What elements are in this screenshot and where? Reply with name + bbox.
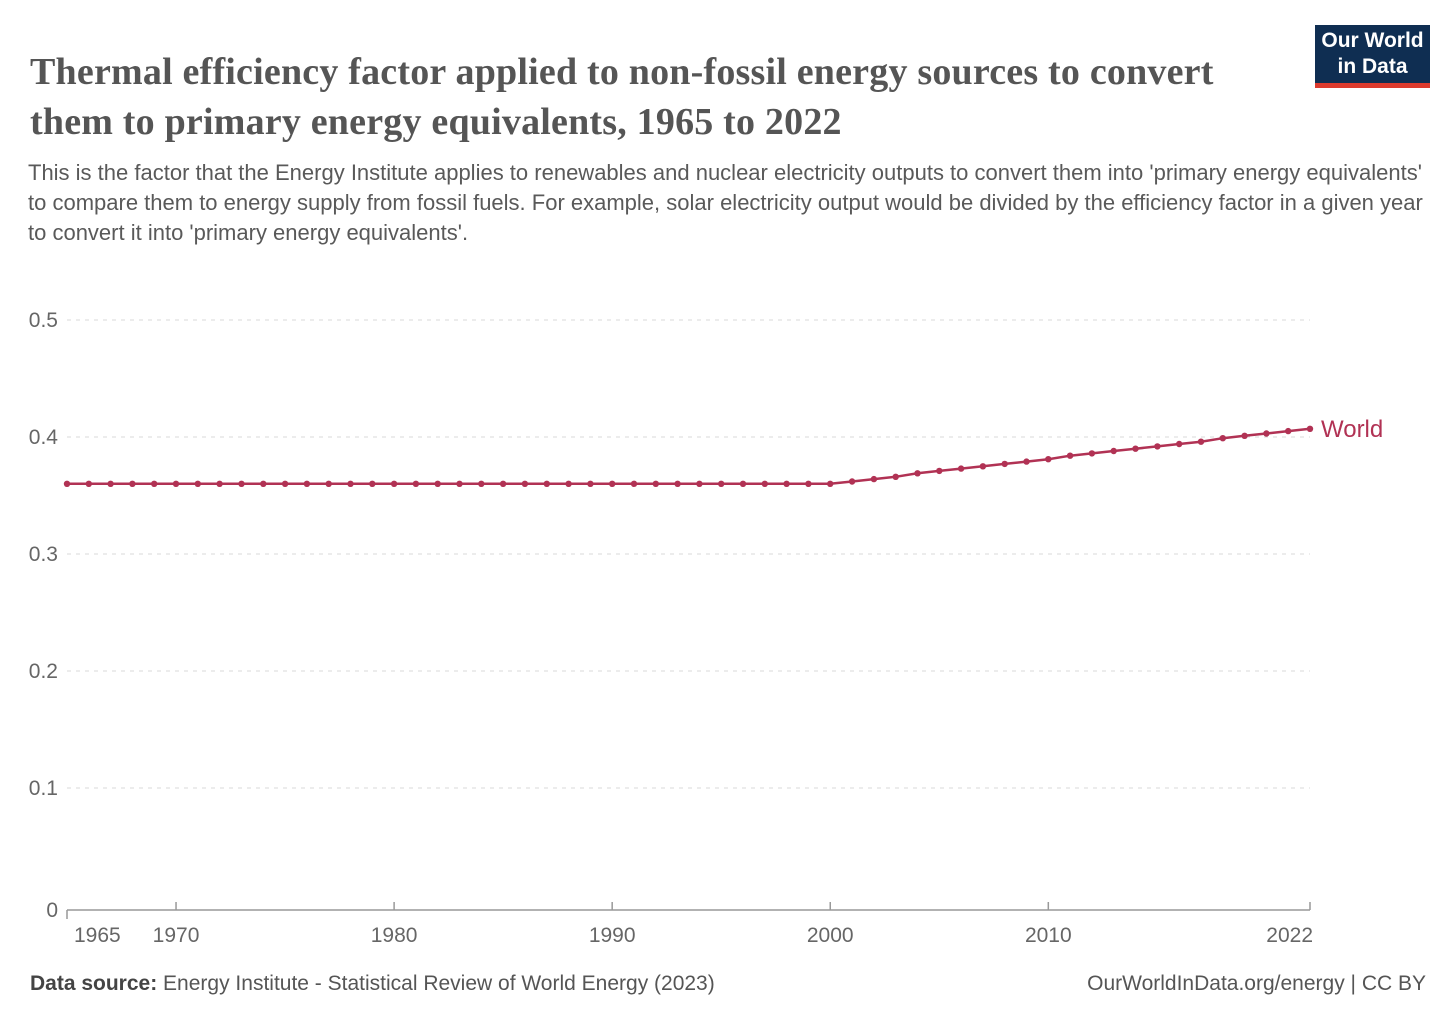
data-point[interactable] (1176, 440, 1183, 448)
data-point[interactable] (238, 480, 245, 487)
data-point[interactable] (1066, 452, 1074, 459)
y-tick-label: 0.5 (29, 309, 58, 332)
data-point[interactable] (172, 480, 180, 487)
data-point[interactable] (1110, 447, 1117, 455)
data-point[interactable] (1132, 445, 1139, 452)
y-tick-label: 0.3 (29, 543, 58, 566)
data-point[interactable] (1088, 450, 1096, 457)
data-point[interactable] (107, 480, 114, 487)
y-tick-label: 0.1 (29, 777, 58, 800)
chart-subtitle: This is the factor that the Energy Insti… (28, 160, 1423, 245)
data-point[interactable] (739, 480, 747, 487)
owid-logo-line1: Our World (1321, 29, 1424, 52)
data-point[interactable] (652, 480, 659, 487)
data-point[interactable] (456, 480, 463, 487)
data-point[interactable] (1285, 427, 1292, 435)
data-source-note: Data source: Energy Institute - Statisti… (30, 972, 715, 996)
data-point[interactable] (216, 480, 223, 487)
chart-footer: Data source: Energy Institute - Statisti… (30, 972, 1426, 996)
data-point[interactable] (936, 467, 943, 475)
data-point[interactable] (412, 480, 420, 487)
data-point[interactable] (85, 480, 93, 487)
data-point[interactable] (521, 480, 529, 487)
data-point[interactable] (587, 480, 594, 487)
data-point[interactable] (761, 480, 768, 487)
x-tick-label: 1980 (371, 924, 418, 947)
data-point[interactable] (718, 480, 725, 487)
data-point[interactable] (1001, 460, 1008, 468)
series-world[interactable]: World (63, 416, 1383, 487)
data-point[interactable] (325, 480, 332, 487)
owid-logo-line2: in Data (1337, 55, 1408, 78)
data-point[interactable] (805, 480, 812, 487)
y-tick-label: 0 (46, 899, 58, 922)
data-point[interactable] (892, 473, 899, 480)
x-tick-label: 1965 (74, 924, 121, 947)
data-point[interactable] (1154, 443, 1161, 450)
data-point[interactable] (870, 475, 878, 483)
owid-logo[interactable]: Our World in Data (1315, 25, 1430, 88)
data-point[interactable] (827, 480, 834, 487)
series-line[interactable] (67, 427, 1311, 486)
data-point[interactable] (1023, 458, 1030, 465)
data-point[interactable] (369, 480, 376, 487)
series-end-label: World (1321, 416, 1383, 443)
data-point[interactable] (151, 480, 158, 487)
data-point[interactable] (390, 480, 398, 487)
data-point[interactable] (957, 465, 965, 472)
data-source-label: Data source: (30, 972, 158, 995)
data-point[interactable] (260, 480, 267, 487)
data-point[interactable] (194, 480, 201, 487)
x-tick-label: 1970 (153, 924, 200, 947)
data-point[interactable] (281, 480, 289, 487)
x-tick-label: 2010 (1025, 924, 1072, 947)
x-tick-label: 1990 (589, 924, 636, 947)
data-point[interactable] (434, 480, 441, 487)
data-point[interactable] (499, 480, 507, 487)
data-point[interactable] (674, 480, 681, 487)
y-tick-label: 0.4 (29, 426, 59, 449)
data-point[interactable] (848, 478, 856, 485)
data-point[interactable] (696, 480, 703, 487)
data-point[interactable] (979, 463, 987, 470)
x-tick-label: 2000 (807, 924, 854, 947)
data-point[interactable] (1263, 430, 1270, 437)
data-point[interactable] (630, 480, 638, 487)
data-source-text: Energy Institute - Statistical Review of… (157, 972, 715, 995)
data-point[interactable] (1241, 432, 1248, 439)
chart-title: Thermal efficiency factor applied to non… (30, 51, 1214, 144)
data-point[interactable] (478, 480, 485, 487)
y-tick-label: 0.2 (29, 660, 58, 683)
data-point[interactable] (609, 480, 616, 487)
data-point[interactable] (1045, 456, 1052, 463)
license-note: OurWorldInData.org/energy | CC BY (1087, 972, 1426, 995)
data-point[interactable] (783, 480, 790, 487)
data-point[interactable] (303, 480, 311, 487)
x-tick-label: 2022 (1266, 924, 1313, 947)
data-point[interactable] (565, 480, 572, 487)
data-point[interactable] (63, 480, 71, 487)
data-point[interactable] (1219, 435, 1227, 442)
data-point[interactable] (1197, 438, 1205, 445)
data-point[interactable] (914, 470, 921, 477)
data-point[interactable] (543, 480, 550, 487)
data-point[interactable] (1306, 425, 1314, 432)
data-point[interactable] (129, 480, 136, 487)
data-point[interactable] (347, 480, 354, 487)
